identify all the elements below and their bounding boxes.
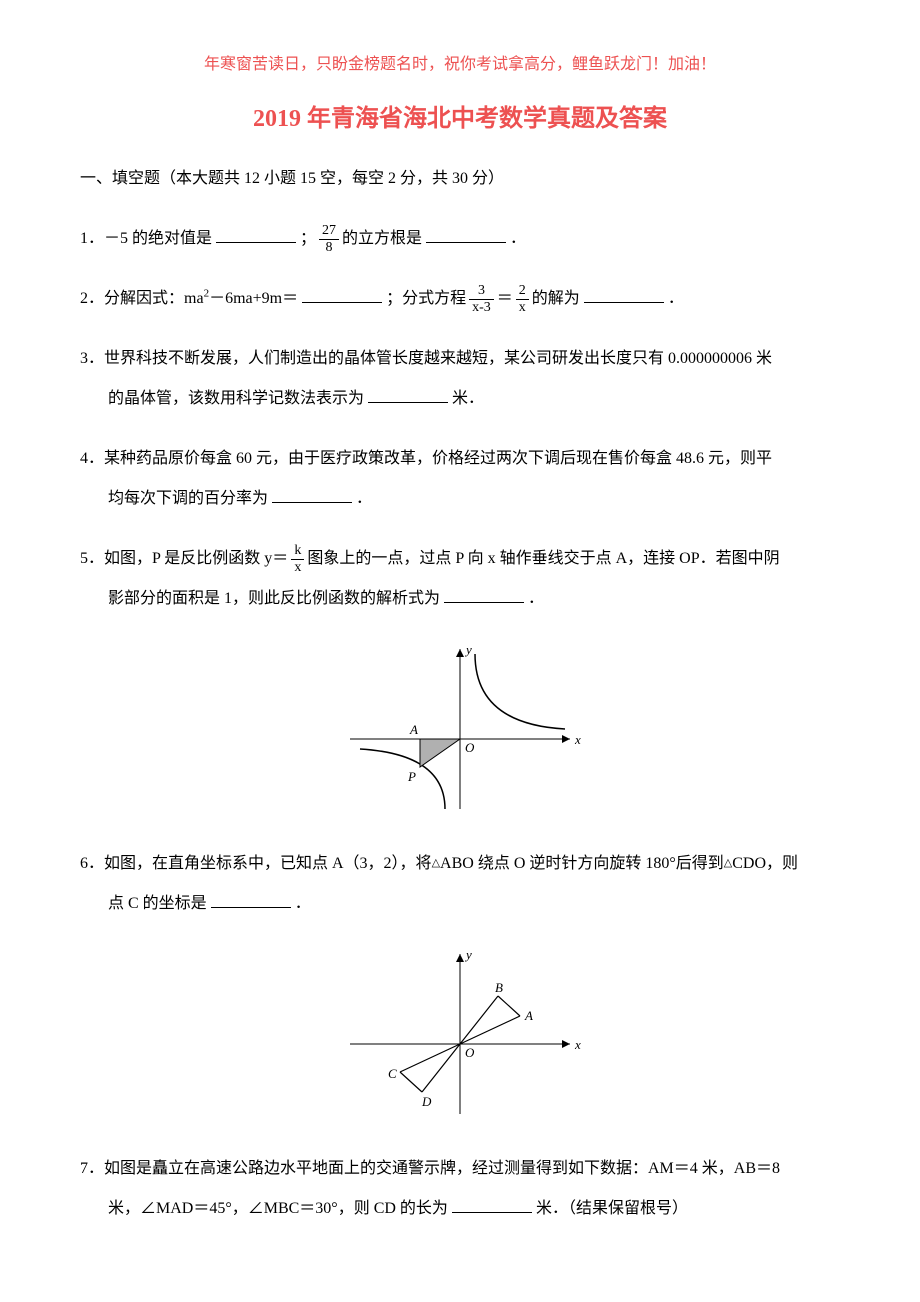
figure-6: A B C D O x y bbox=[80, 944, 840, 1129]
label-x: x bbox=[574, 1037, 581, 1052]
denominator: 8 bbox=[319, 240, 339, 255]
question-7: 7．如图是矗立在高速公路边水平地面上的交通警示牌，经过测量得到如下数据：AM＝4… bbox=[80, 1149, 840, 1229]
blank bbox=[302, 285, 382, 303]
denominator: x-3 bbox=[469, 300, 494, 315]
label-C: C bbox=[388, 1066, 397, 1081]
q5-text-mid: 图象上的一点，过点 P 向 x 轴作垂线交于点 A，连接 OP．若图中阴 bbox=[307, 550, 779, 567]
label-x: x bbox=[574, 732, 581, 747]
q2-text-pre: 2．分解因式：ma bbox=[80, 290, 204, 307]
fraction: 2x bbox=[516, 283, 529, 315]
question-3: 3．世界科技不断发展，人们制造出的晶体管长度越来越短，某公司研发出长度只有 0.… bbox=[80, 339, 840, 419]
rotation-graph: A B C D O x y bbox=[330, 944, 590, 1124]
q7-line2: 米，∠MAD＝45°，∠MBC＝30°，则 CD 的长为 米．（结果保留根号） bbox=[80, 1189, 840, 1229]
q6-text-mid2: CDO，则 bbox=[732, 855, 798, 872]
q1-text-end: ． bbox=[510, 230, 526, 247]
label-O: O bbox=[465, 1045, 475, 1060]
label-O: O bbox=[465, 740, 475, 755]
q6-text-mid1: ABO 绕点 O 逆时针方向旋转 180°后得到 bbox=[440, 855, 724, 872]
fraction: 278 bbox=[319, 223, 339, 255]
numerator: 27 bbox=[319, 223, 339, 239]
q4-line1: 4．某种药品原价每盒 60 元，由于医疗政策改革，价格经过两次下调后现在售价每盒… bbox=[80, 439, 840, 479]
denominator: x bbox=[516, 300, 529, 315]
label-y: y bbox=[464, 947, 472, 962]
q2-eq: ＝ bbox=[497, 290, 513, 307]
q1-text-post: 的立方根是 bbox=[342, 230, 422, 247]
question-6: 6．如图，在直角坐标系中，已知点 A（3，2），将△ABO 绕点 O 逆时针方向… bbox=[80, 844, 840, 924]
section-header: 一、填空题（本大题共 12 小题 15 空，每空 2 分，共 30 分） bbox=[80, 163, 840, 195]
fraction: 3x-3 bbox=[469, 283, 494, 315]
q5-text-pre: 5．如图，P 是反比例函数 y＝ bbox=[80, 550, 288, 567]
question-5: 5．如图，P 是反比例函数 y＝kx图象上的一点，过点 P 向 x 轴作垂线交于… bbox=[80, 539, 840, 619]
q7-text-pre: 米，∠MAD＝45°，∠MBC＝30°，则 CD 的长为 bbox=[108, 1200, 448, 1217]
q2-text-mid2: ；分式方程 bbox=[386, 290, 466, 307]
question-2: 2．分解因式：ma 2 －6ma+9m＝ ；分式方程3x-3＝2x的解为 ． bbox=[80, 279, 840, 319]
question-4: 4．某种药品原价每盒 60 元，由于医疗政策改革，价格经过两次下调后现在售价每盒… bbox=[80, 439, 840, 519]
blank bbox=[211, 890, 291, 908]
triangle-symbol: △ bbox=[724, 857, 732, 869]
blank bbox=[452, 1195, 532, 1213]
blank bbox=[426, 225, 506, 243]
fraction: kx bbox=[291, 543, 304, 575]
q5-text: 影部分的面积是 1，则此反比例函数的解析式为 bbox=[108, 590, 440, 607]
numerator: 2 bbox=[516, 283, 529, 299]
label-y: y bbox=[464, 642, 472, 657]
triangle-symbol: △ bbox=[432, 857, 440, 869]
q1-text-mid: ； bbox=[300, 230, 316, 247]
label-D: D bbox=[421, 1094, 432, 1109]
header-note: 年寒窗苦读日，只盼金榜题名时，祝你考试拿高分，鲤鱼跃龙门！加油！ bbox=[80, 50, 840, 74]
label-P: P bbox=[407, 769, 416, 784]
q2-text-mid1: －6ma+9m＝ bbox=[209, 290, 298, 307]
blank bbox=[368, 385, 448, 403]
denominator: x bbox=[291, 560, 304, 575]
q5-line2: 影部分的面积是 1，则此反比例函数的解析式为 ． bbox=[80, 579, 840, 619]
blank bbox=[216, 225, 296, 243]
q6-line2: 点 C 的坐标是 ． bbox=[80, 884, 840, 924]
q6-text: 点 C 的坐标是 bbox=[108, 895, 207, 912]
blank bbox=[272, 485, 352, 503]
question-1: 1．－5 的绝对值是 ；278的立方根是 ． bbox=[80, 219, 840, 259]
label-B: B bbox=[495, 980, 503, 995]
q5-end: ． bbox=[528, 590, 544, 607]
numerator: k bbox=[291, 543, 304, 559]
q6-text-pre: 6．如图，在直角坐标系中，已知点 A（3，2），将 bbox=[80, 855, 432, 872]
blank bbox=[584, 285, 664, 303]
label-A: A bbox=[409, 722, 418, 737]
q2-text-end: ． bbox=[668, 290, 684, 307]
q6-end: ． bbox=[295, 895, 311, 912]
page-title: 2019 年青海省海北中考数学真题及答案 bbox=[80, 98, 840, 133]
q4-text: 均每次下调的百分率为 bbox=[108, 490, 268, 507]
q4-end: ． bbox=[356, 490, 372, 507]
figure-5: A O P x y bbox=[80, 639, 840, 824]
q4-line2: 均每次下调的百分率为 ． bbox=[80, 479, 840, 519]
numerator: 3 bbox=[469, 283, 494, 299]
q7-line1: 7．如图是矗立在高速公路边水平地面上的交通警示牌，经过测量得到如下数据：AM＝4… bbox=[80, 1149, 840, 1189]
q3-text: 的晶体管，该数用科学记数法表示为 bbox=[108, 390, 364, 407]
q3-line2: 的晶体管，该数用科学记数法表示为 米． bbox=[80, 379, 840, 419]
q3-end: 米． bbox=[452, 390, 484, 407]
q3-line1: 3．世界科技不断发展，人们制造出的晶体管长度越来越短，某公司研发出长度只有 0.… bbox=[80, 339, 840, 379]
hyperbola-graph: A O P x y bbox=[330, 639, 590, 819]
q2-text-post: 的解为 bbox=[532, 290, 580, 307]
label-A: A bbox=[524, 1008, 533, 1023]
q7-text-post: 米．（结果保留根号） bbox=[536, 1200, 688, 1217]
blank bbox=[444, 585, 524, 603]
q1-text-pre: 1．－5 的绝对值是 bbox=[80, 230, 212, 247]
